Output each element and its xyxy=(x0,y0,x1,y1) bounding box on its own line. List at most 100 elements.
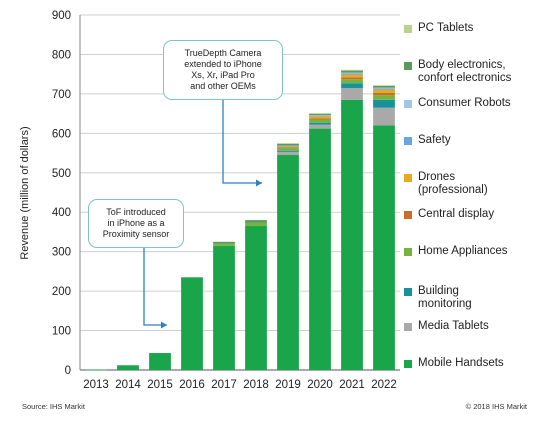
legend-label: PC Tablets xyxy=(418,22,474,34)
legend-label: Central display xyxy=(418,208,495,220)
bar-segment xyxy=(117,365,139,370)
legend-label: Media Tablets xyxy=(418,320,489,332)
legend: PC Tablets Body electronics, confort elec… xyxy=(404,0,549,400)
y-tick-label: 200 xyxy=(52,286,71,298)
bar-segment xyxy=(277,146,299,148)
bar-segment xyxy=(309,122,331,125)
legend-swatch xyxy=(404,174,412,182)
bar-segment xyxy=(309,128,331,370)
y-axis-label: Revenue (million of dollars) xyxy=(19,126,31,260)
legend-item: PC Tablets xyxy=(404,22,473,35)
legend-swatch xyxy=(404,248,412,256)
source-note: Source: IHS Markit xyxy=(22,402,85,411)
legend-swatch xyxy=(404,62,412,70)
y-tick-label: 500 xyxy=(52,168,71,180)
bar-segment xyxy=(341,72,363,74)
legend-item: Drones (professional) xyxy=(404,171,488,197)
legend-item: Safety xyxy=(404,134,451,147)
bar-segment xyxy=(181,277,203,370)
bar-segment xyxy=(149,353,171,370)
legend-item: Building monitoring xyxy=(404,285,472,311)
legend-label: Body electronics, confort electronics xyxy=(418,59,512,84)
x-tick-label: 2022 xyxy=(371,379,397,391)
legend-label: Drones (professional) xyxy=(418,171,488,196)
bar-segment xyxy=(341,99,363,371)
y-tick-label: 0 xyxy=(65,365,71,377)
tof-arrow-head xyxy=(161,321,167,329)
bar-segment xyxy=(309,118,331,120)
y-tick-label: 900 xyxy=(52,10,71,22)
legend-label: Mobile Handsets xyxy=(418,357,504,369)
bar-segment xyxy=(373,88,395,90)
bar-segment xyxy=(213,241,235,244)
tof-arrow-line xyxy=(143,248,167,326)
bar-segment xyxy=(309,113,331,116)
y-tick-label: 100 xyxy=(52,326,71,338)
legend-swatch xyxy=(404,288,412,296)
bar-segment xyxy=(373,87,395,89)
bar-segment xyxy=(213,243,235,246)
bar-segment xyxy=(341,70,363,73)
x-tick-label: 2017 xyxy=(211,379,237,391)
legend-label: Building monitoring xyxy=(418,285,472,310)
bar-segment xyxy=(245,220,267,223)
bar-segment xyxy=(277,143,299,146)
legend-swatch xyxy=(404,211,412,219)
truedepth-arrow xyxy=(222,100,262,187)
x-tick-label: 2014 xyxy=(115,379,141,391)
bar-segment xyxy=(245,226,267,370)
bar-segment xyxy=(277,150,299,152)
bar-segment xyxy=(213,245,235,370)
bar-segment xyxy=(341,79,363,84)
legend-swatch xyxy=(404,360,412,368)
bar-segment xyxy=(373,107,395,126)
bar-segment xyxy=(341,83,363,88)
bar-segment xyxy=(373,125,395,370)
legend-swatch xyxy=(404,137,412,145)
bar-segment xyxy=(373,85,395,87)
bar-segment xyxy=(341,87,363,100)
bar-segment xyxy=(309,124,331,129)
legend-swatch xyxy=(404,100,412,108)
x-tick-label: 2018 xyxy=(243,379,269,391)
x-tick-label: 2021 xyxy=(339,379,365,391)
y-tick-label: 800 xyxy=(52,49,71,61)
bar-segment xyxy=(373,95,395,100)
bar-segment xyxy=(341,69,363,71)
tof-arrow xyxy=(143,248,167,329)
legend-swatch xyxy=(404,323,412,331)
bar-segment xyxy=(277,151,299,156)
legend-item: Mobile Handsets xyxy=(404,357,504,370)
bar-segment xyxy=(309,116,331,119)
bar-segment xyxy=(245,222,267,227)
copyright-note: © 2018 IHS Markit xyxy=(465,402,527,411)
bar-segment xyxy=(341,74,363,78)
bar-segment xyxy=(277,145,299,147)
bar-segment xyxy=(341,73,363,75)
legend-item: Home Appliances xyxy=(404,245,508,258)
legend-item: Media Tablets xyxy=(404,320,489,333)
bar-segment xyxy=(373,89,395,93)
truedepth-arrow-head xyxy=(256,179,262,187)
legend-swatch xyxy=(404,25,412,33)
legend-label: Home Appliances xyxy=(418,245,508,257)
x-tick-label: 2016 xyxy=(179,379,205,391)
bar-segment xyxy=(373,99,395,108)
annotation-tof: ToF introduced in iPhone as a Proximity … xyxy=(88,199,184,248)
legend-item: Body electronics, confort electronics xyxy=(404,59,511,85)
annotation-truedepth: TrueDepth Camera extended to iPhone Xs, … xyxy=(163,40,283,100)
bar-segment xyxy=(277,148,299,151)
y-tick-label: 700 xyxy=(52,89,71,101)
legend-label: Consumer Robots xyxy=(418,97,511,109)
legend-item: Central display xyxy=(404,208,494,221)
x-tick-label: 2013 xyxy=(83,379,109,391)
legend-item: Consumer Robots xyxy=(404,97,511,110)
y-tick-label: 400 xyxy=(52,207,71,219)
truedepth-arrow-line xyxy=(222,100,262,184)
bar-segment xyxy=(277,155,299,370)
bar-segment xyxy=(373,86,395,88)
bar-segment xyxy=(85,369,107,371)
y-tick-label: 300 xyxy=(52,247,71,259)
bar-segment xyxy=(341,77,363,80)
